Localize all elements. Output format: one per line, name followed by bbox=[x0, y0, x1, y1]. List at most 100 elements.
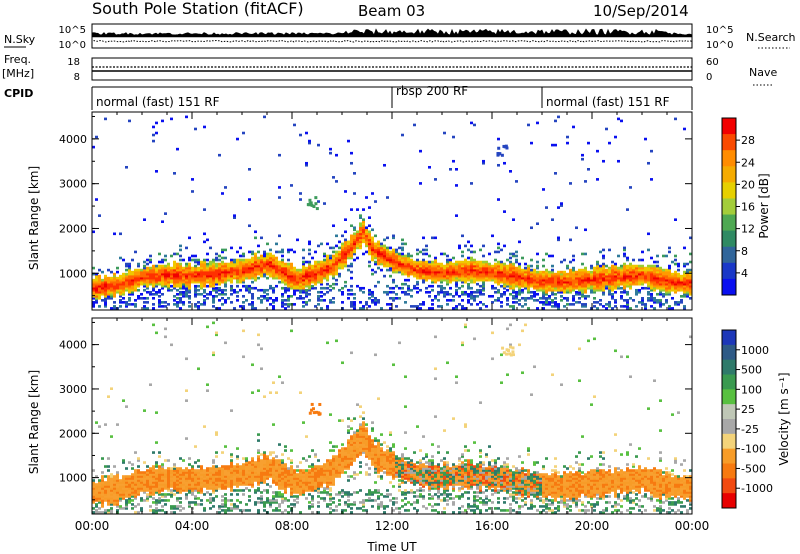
power-cell bbox=[473, 258, 476, 262]
power-cell bbox=[218, 272, 221, 276]
power-cell bbox=[641, 278, 644, 282]
power-cell bbox=[344, 260, 347, 264]
power-cell bbox=[347, 246, 350, 250]
velocity-cell bbox=[227, 469, 230, 472]
power-cell bbox=[320, 290, 323, 294]
power-cell bbox=[332, 176, 335, 179]
power-cell bbox=[104, 278, 107, 282]
power-cell bbox=[197, 305, 200, 308]
velocity-data-cells bbox=[92, 321, 692, 514]
power-cell bbox=[530, 294, 533, 298]
power-cell bbox=[659, 276, 662, 280]
power-cell bbox=[551, 280, 554, 284]
power-cell bbox=[149, 276, 152, 280]
power-cell bbox=[287, 297, 290, 300]
power-cell bbox=[584, 180, 587, 183]
power-cell bbox=[290, 294, 293, 298]
power-cell bbox=[329, 270, 332, 274]
power-cell bbox=[497, 288, 500, 292]
velocity-cell bbox=[119, 487, 122, 490]
power-cell bbox=[119, 305, 122, 308]
velocity-cell bbox=[329, 499, 332, 502]
velocity-cell bbox=[293, 479, 296, 482]
power-cell bbox=[95, 290, 98, 294]
power-cell bbox=[173, 260, 176, 264]
velocity-cell bbox=[224, 445, 227, 448]
power-cell bbox=[152, 139, 155, 143]
power-cell bbox=[512, 278, 515, 282]
power-cell bbox=[230, 260, 233, 264]
velocity-cell bbox=[182, 483, 185, 486]
velocity-cell bbox=[92, 499, 95, 502]
power-cell bbox=[404, 258, 407, 262]
power-cell bbox=[500, 266, 503, 270]
power-cell bbox=[239, 280, 242, 284]
velocity-cell bbox=[281, 475, 284, 478]
power-cell bbox=[518, 270, 521, 274]
velocity-cell bbox=[257, 467, 260, 470]
power-cell bbox=[602, 284, 605, 288]
power-cell bbox=[110, 278, 113, 282]
power-cell bbox=[623, 305, 626, 308]
power-cell bbox=[230, 266, 233, 270]
power-cell bbox=[575, 226, 578, 230]
power-cell bbox=[290, 270, 293, 274]
power-cell bbox=[590, 286, 593, 290]
power-cell bbox=[173, 268, 176, 272]
velocity-cell bbox=[227, 479, 230, 482]
velocity-cell bbox=[311, 483, 314, 486]
velocity-cell bbox=[95, 489, 98, 492]
velocity-cell bbox=[173, 493, 176, 496]
power-cell bbox=[107, 284, 110, 288]
power-cell bbox=[683, 284, 686, 288]
velocity-cell bbox=[221, 495, 224, 498]
power-cell bbox=[671, 288, 674, 292]
power-cell bbox=[407, 292, 410, 296]
power-cell bbox=[623, 270, 626, 274]
power-cell bbox=[212, 272, 215, 276]
power-cell bbox=[440, 270, 443, 274]
velocity-cell bbox=[287, 511, 290, 514]
power-cell bbox=[560, 280, 563, 284]
velocity-cell bbox=[275, 509, 278, 512]
power-cell bbox=[431, 260, 434, 264]
power-cell bbox=[512, 286, 515, 290]
velocity-cell bbox=[257, 433, 260, 436]
power-cell bbox=[458, 264, 461, 268]
power-cell bbox=[101, 299, 104, 302]
power-cell bbox=[95, 299, 98, 302]
power-cell bbox=[329, 284, 332, 288]
power-cell bbox=[383, 250, 386, 254]
power-cell bbox=[332, 270, 335, 274]
power-cell bbox=[224, 186, 227, 189]
velocity-cell bbox=[242, 509, 245, 512]
power-cell bbox=[620, 266, 623, 270]
power-cell bbox=[677, 280, 680, 284]
power-cell bbox=[131, 284, 134, 288]
power-cell bbox=[509, 292, 512, 296]
velocity-cell bbox=[134, 485, 137, 488]
velocity-cell bbox=[143, 489, 146, 492]
power-cell bbox=[620, 290, 623, 294]
power-cell bbox=[380, 242, 383, 246]
velocity-cell bbox=[116, 477, 119, 480]
velocity-cell bbox=[251, 467, 254, 470]
power-cell bbox=[284, 282, 287, 286]
power-cell bbox=[488, 262, 491, 266]
power-cell bbox=[554, 278, 557, 282]
power-cell bbox=[329, 272, 332, 276]
power-cell bbox=[482, 292, 485, 296]
power-cell bbox=[383, 254, 386, 258]
power-cell bbox=[113, 294, 116, 298]
velocity-cell bbox=[224, 477, 227, 480]
power-cell bbox=[470, 303, 473, 306]
power-cell bbox=[551, 274, 554, 278]
power-cell bbox=[461, 292, 464, 296]
power-cell bbox=[476, 288, 479, 292]
velocity-cell bbox=[281, 473, 284, 476]
power-cell bbox=[407, 278, 410, 282]
power-cell bbox=[599, 268, 602, 272]
power-cell bbox=[584, 280, 587, 284]
power-cell bbox=[284, 278, 287, 282]
power-cell bbox=[149, 266, 152, 270]
